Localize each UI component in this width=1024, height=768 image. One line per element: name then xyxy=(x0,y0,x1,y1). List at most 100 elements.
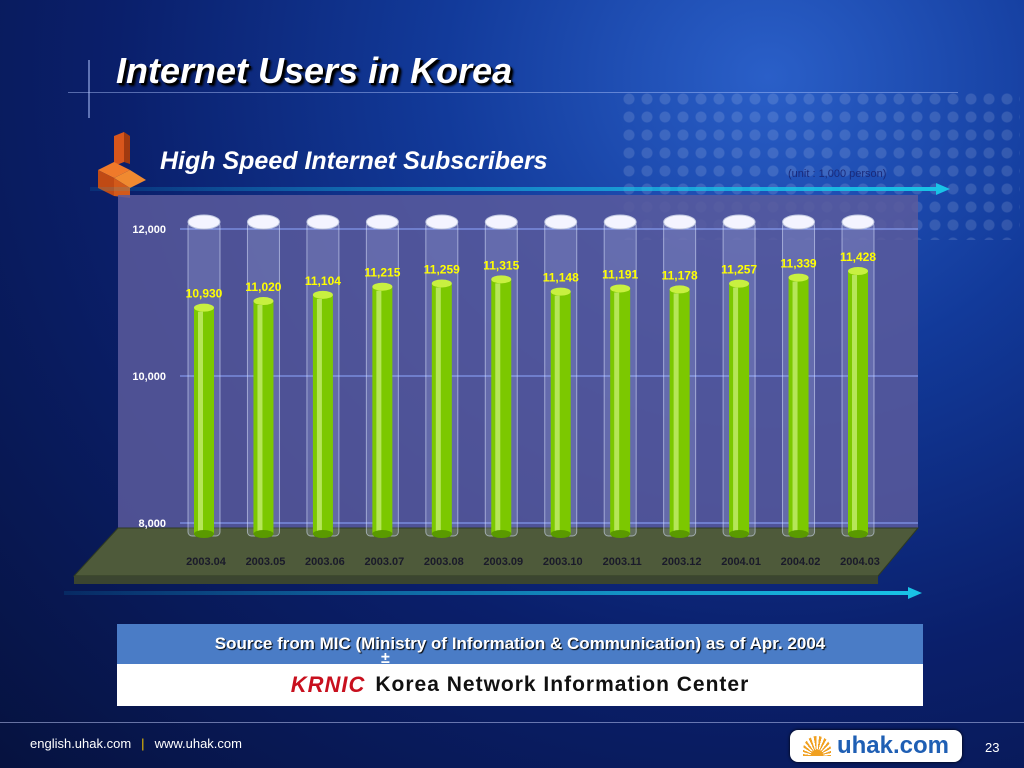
value-label: 10,930 xyxy=(186,287,223,301)
x-tick-label: 2003.05 xyxy=(246,556,286,568)
value-label: 11,315 xyxy=(483,258,519,272)
bottom-arrow-head-icon xyxy=(908,587,922,599)
bar-bottom xyxy=(669,530,690,538)
bar xyxy=(372,286,393,534)
bar-tube-cap xyxy=(603,214,637,230)
top-arrow-head-icon xyxy=(936,183,950,195)
bar-tube-cap xyxy=(246,214,280,230)
value-label: 11,178 xyxy=(662,268,698,282)
bar-highlight xyxy=(316,298,322,532)
bottom-arrow-line xyxy=(64,591,914,595)
x-tick-label: 2003.10 xyxy=(543,556,583,568)
bar-highlight xyxy=(495,283,501,532)
page-title: Internet Users in Korea xyxy=(116,50,513,91)
bar-tube-cap xyxy=(722,214,756,230)
bar-top xyxy=(194,303,214,312)
bar-bottom xyxy=(491,530,512,538)
footer-separator: | xyxy=(141,736,145,751)
bar xyxy=(788,277,809,534)
bar-top xyxy=(669,285,690,294)
x-tick-label: 2003.07 xyxy=(364,556,404,568)
y-tick-label: 12,000 xyxy=(132,224,166,236)
chart-subtitle: High Speed Internet Subscribers xyxy=(160,147,548,175)
x-tick-label: 2003.11 xyxy=(603,556,642,568)
bar-bottom xyxy=(312,530,333,538)
bar-top xyxy=(848,267,868,276)
bar-top xyxy=(253,297,274,306)
bar-top xyxy=(372,282,393,291)
bar-bottom xyxy=(729,530,750,538)
bar-tube-cap xyxy=(663,214,697,230)
krnic-name: Korea Network Information Center xyxy=(375,673,750,696)
bar-highlight xyxy=(733,287,739,532)
krnic-banner[interactable]: KRNIC Korea Network Information Center xyxy=(117,664,923,706)
bar xyxy=(431,283,452,534)
krnic-logo: KRNIC xyxy=(290,672,366,697)
bar-tube-cap xyxy=(484,214,518,230)
value-label: 11,259 xyxy=(424,262,460,276)
bar-highlight xyxy=(852,275,857,532)
bar-bottom xyxy=(253,530,274,538)
plus-minus-symbol: ± xyxy=(381,650,390,667)
bar xyxy=(729,283,750,534)
bar-tube-cap xyxy=(425,214,459,230)
top-arrow-line xyxy=(90,187,940,191)
bar-top xyxy=(550,287,571,296)
value-label: 11,428 xyxy=(840,250,876,264)
bar-highlight xyxy=(614,292,620,532)
value-label: 11,339 xyxy=(781,257,817,271)
footer-links: english.uhak.com | www.uhak.com xyxy=(30,736,242,751)
bar-highlight xyxy=(673,293,679,532)
bar xyxy=(491,279,512,534)
x-tick-label: 2003.12 xyxy=(662,556,702,568)
value-label: 11,257 xyxy=(721,263,757,277)
bar xyxy=(194,307,214,534)
unit-label: (unit : 1,000 person) xyxy=(788,168,887,180)
value-label: 11,191 xyxy=(602,267,638,281)
bar-top xyxy=(491,275,512,284)
bar-bottom xyxy=(550,530,571,538)
x-tick-label: 2004.03 xyxy=(840,556,880,568)
sun-icon xyxy=(802,736,831,756)
bar-bottom xyxy=(372,530,393,538)
bar-tube-cap xyxy=(365,214,399,230)
uhak-brand: uhak.com xyxy=(836,732,950,759)
bar-highlight xyxy=(257,305,263,532)
value-label: 11,020 xyxy=(245,280,281,294)
bar-top xyxy=(312,290,333,299)
page-number: 23 xyxy=(985,740,1000,755)
x-tick-label: 2004.01 xyxy=(721,556,761,568)
bar-tube-cap xyxy=(187,214,221,230)
bar-highlight xyxy=(554,295,560,532)
x-tick-label: 2003.09 xyxy=(483,556,523,568)
source-text: Source from MIC (Ministry of Information… xyxy=(214,634,826,653)
x-tick-label: 2003.08 xyxy=(424,556,464,568)
y-tick-label: 10,000 xyxy=(132,371,166,383)
y-tick-label: 8,000 xyxy=(138,518,166,530)
bar-highlight xyxy=(435,287,441,532)
bar-bottom xyxy=(194,530,214,538)
bar-tube-cap xyxy=(841,214,875,230)
title-vertical-line xyxy=(88,60,90,118)
bar xyxy=(669,289,690,534)
bar xyxy=(848,271,868,534)
bar-highlight xyxy=(376,290,382,532)
title-horizontal-line xyxy=(68,92,958,93)
bar-bottom xyxy=(848,530,868,538)
bar-top xyxy=(788,273,809,282)
bar xyxy=(312,294,333,534)
x-tick-label: 2003.06 xyxy=(305,556,345,568)
x-tick-label: 2004.02 xyxy=(781,556,821,568)
source-banner: Source from MIC (Ministry of Information… xyxy=(117,624,923,664)
bar-bottom xyxy=(788,530,809,538)
footer-link-english[interactable]: english.uhak.com xyxy=(30,736,132,751)
value-label: 11,215 xyxy=(364,266,400,280)
bar xyxy=(550,291,571,534)
bar-bottom xyxy=(431,530,452,538)
uhak-logo[interactable]: uhak.com xyxy=(790,730,962,762)
footer-link-www[interactable]: www.uhak.com xyxy=(154,736,242,751)
bar-highlight xyxy=(198,311,203,532)
bar-highlight xyxy=(792,281,798,532)
value-label: 11,148 xyxy=(543,271,579,285)
